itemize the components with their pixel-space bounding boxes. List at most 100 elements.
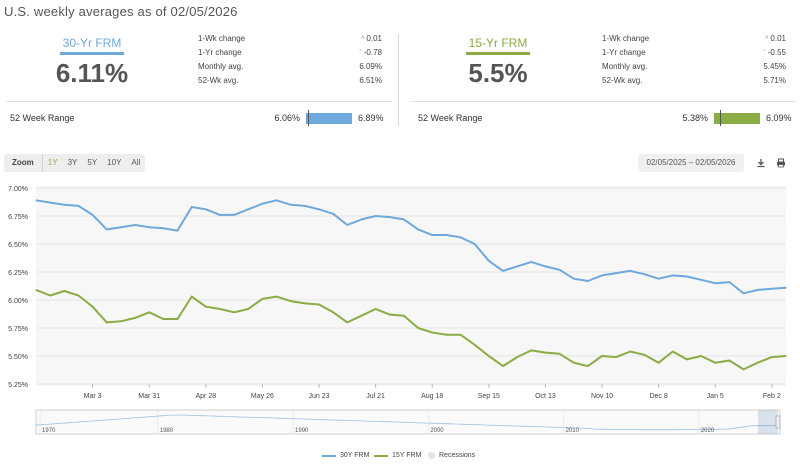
data-point — [672, 350, 674, 353]
rate-value-30yr: 6.11% — [55, 58, 129, 88]
zoom-1y-button[interactable]: 1Y — [47, 158, 58, 167]
data-point — [176, 318, 179, 320]
plot-background — [36, 186, 786, 386]
stat-value: ˇ -0.78 — [359, 48, 382, 57]
rate-name-15yr[interactable]: 15-Yr FRM — [468, 36, 528, 50]
data-point — [516, 356, 518, 358]
stat-label: 1-Yr change — [602, 48, 646, 57]
stat-row-52wk-30yr: 52-Wk avg. 6.51% — [198, 76, 382, 89]
x-tick-label: Mar 3 — [84, 393, 102, 400]
data-point — [544, 265, 547, 267]
range-current-marker — [720, 110, 721, 126]
data-point — [219, 214, 221, 216]
x-tick-label: Mar 31 — [138, 393, 160, 400]
data-point — [573, 362, 575, 364]
data-point — [686, 275, 688, 278]
y-tick-label: 6.25% — [8, 270, 28, 277]
data-point — [403, 218, 405, 220]
range-bar — [306, 113, 352, 124]
legend-item-recessions[interactable]: Recessions — [428, 452, 475, 459]
stat-row-monthly-30yr: Monthly avg. 6.09% — [198, 62, 382, 75]
data-point — [403, 315, 405, 317]
rate-panel-30yr: 30-Yr FRM 6.11% 1-Wk change ^ 0.01 1-Yr c… — [8, 28, 388, 124]
stat-value: ^ 0.01 — [361, 34, 382, 43]
data-point — [615, 356, 617, 358]
stat-value: ˇ -0.55 — [763, 48, 786, 57]
data-point — [573, 278, 575, 280]
zoom-3y-button[interactable]: 3Y — [67, 158, 78, 167]
data-point — [643, 354, 646, 356]
navigator-year-label: 1980 — [160, 428, 174, 434]
range-current-marker — [308, 110, 309, 126]
y-tick-label: 5.50% — [8, 354, 28, 361]
range-label: 52 Week Range — [418, 113, 483, 123]
download-icon — [757, 159, 765, 168]
data-point — [629, 270, 631, 272]
legend-item-30y[interactable]: 30Y FRM — [322, 452, 369, 459]
stat-value: ^ 0.01 — [765, 34, 786, 43]
data-point — [148, 311, 150, 313]
data-point — [601, 274, 603, 276]
data-point — [346, 224, 348, 226]
navigator-year-label: 2010 — [566, 428, 580, 434]
data-point — [92, 306, 94, 308]
data-point — [233, 214, 235, 216]
stat-value: 5.71% — [763, 76, 786, 85]
download-button[interactable] — [752, 154, 770, 172]
navigator-series — [35, 414, 780, 431]
data-point — [346, 321, 348, 323]
print-button[interactable] — [772, 154, 790, 172]
navigator-selection — [758, 410, 778, 434]
y-tick-label: 6.00% — [8, 298, 28, 305]
data-point — [261, 298, 264, 300]
zoom-10y-button[interactable]: 10Y — [107, 158, 122, 167]
data-point — [771, 288, 773, 290]
x-tick-label: May 26 — [251, 393, 274, 400]
data-point — [417, 228, 419, 231]
up-arrow-icon: ^ — [361, 36, 365, 43]
data-point — [92, 214, 94, 216]
rate-name-30yr[interactable]: 30-Yr FRM — [62, 36, 122, 50]
down-arrow-icon: ˇ — [763, 50, 766, 57]
stat-label: 1-Wk change — [602, 34, 650, 43]
data-point — [176, 229, 179, 232]
data-point — [445, 234, 447, 236]
legend-swatch-30y — [322, 454, 336, 457]
data-point — [63, 290, 65, 292]
data-point — [530, 349, 532, 351]
data-point — [431, 331, 433, 334]
data-point — [771, 356, 773, 358]
navigator-year-label: 2020 — [701, 428, 715, 434]
series-line-30y — [35, 199, 787, 295]
data-point — [106, 228, 108, 231]
date-range-display[interactable]: 02/05/2025 – 02/05/2026 — [638, 154, 744, 172]
legend-item-15y[interactable]: 15Y FRM — [374, 452, 421, 459]
zoom-5y-button[interactable]: 5Y — [87, 158, 98, 167]
zoom-label: Zoom — [4, 154, 43, 172]
stat-label: Monthly avg. — [198, 62, 244, 71]
y-tick-label: 6.50% — [8, 242, 28, 249]
legend-label: Recessions — [439, 452, 476, 459]
x-tick-label: Dec 8 — [649, 393, 667, 400]
data-point — [714, 362, 716, 364]
data-point — [290, 204, 292, 206]
rate-line-chart[interactable]: 5.25% 5.50% 5.75% 6.00% 6.25% 6.50% 6.75% 7.00%… — [0, 180, 800, 450]
data-point — [488, 355, 490, 357]
data-point — [77, 205, 80, 207]
data-point — [643, 273, 646, 275]
data-point — [318, 303, 320, 306]
data-point — [275, 199, 278, 201]
chart-legend: 30Y FRM 15Y FRM Recessions — [0, 452, 800, 464]
down-arrow-icon: ˇ — [359, 50, 362, 57]
zoom-all-button[interactable]: All — [131, 158, 141, 167]
data-point — [601, 355, 603, 357]
data-point — [360, 315, 363, 317]
data-point — [304, 302, 306, 304]
data-point — [728, 359, 730, 362]
x-tick-label: Sep 15 — [478, 393, 500, 400]
data-point — [502, 270, 504, 272]
stat-row-1wk-30yr: 1-Wk change ^ 0.01 — [198, 34, 382, 47]
legend-dot-recessions — [428, 452, 435, 459]
x-tick-label: Oct 13 — [535, 393, 556, 400]
stat-label: 52-Wk avg. — [602, 76, 643, 85]
